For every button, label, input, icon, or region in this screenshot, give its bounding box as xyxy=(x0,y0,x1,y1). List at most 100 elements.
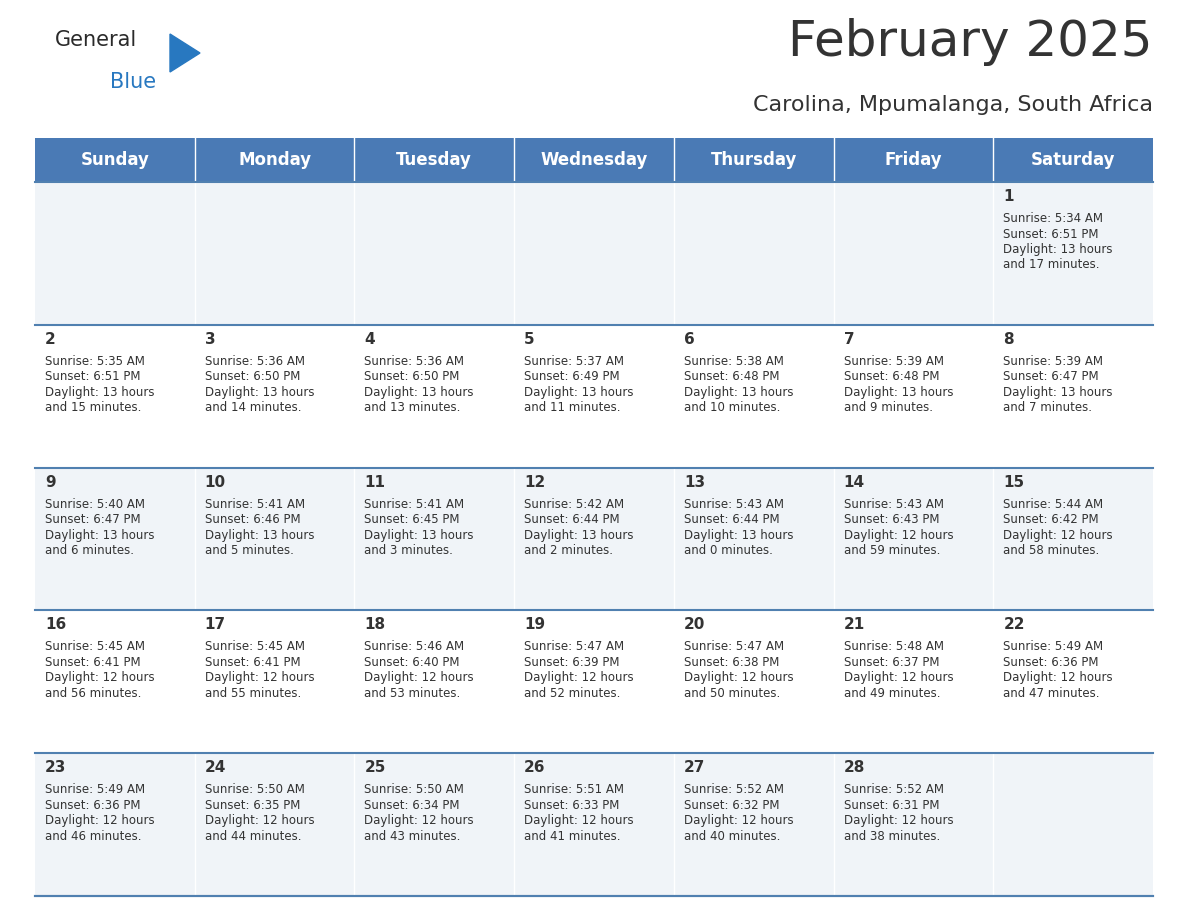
Text: Sunrise: 5:49 AM: Sunrise: 5:49 AM xyxy=(45,783,145,796)
Text: Daylight: 13 hours: Daylight: 13 hours xyxy=(204,529,314,542)
Text: 7: 7 xyxy=(843,331,854,347)
Text: and 59 minutes.: and 59 minutes. xyxy=(843,544,940,557)
Text: 11: 11 xyxy=(365,475,385,489)
Text: Friday: Friday xyxy=(885,151,942,169)
Text: Daylight: 13 hours: Daylight: 13 hours xyxy=(1004,243,1113,256)
Text: and 3 minutes.: and 3 minutes. xyxy=(365,544,454,557)
Text: 1: 1 xyxy=(1004,189,1013,204)
Text: Sunset: 6:41 PM: Sunset: 6:41 PM xyxy=(204,655,301,669)
Text: Sunset: 6:45 PM: Sunset: 6:45 PM xyxy=(365,513,460,526)
Bar xyxy=(834,325,993,467)
Text: Sunset: 6:42 PM: Sunset: 6:42 PM xyxy=(1004,513,1099,526)
Text: Wednesday: Wednesday xyxy=(541,151,647,169)
Text: Daylight: 12 hours: Daylight: 12 hours xyxy=(365,814,474,827)
Bar xyxy=(993,182,1154,325)
Text: Thursday: Thursday xyxy=(710,151,797,169)
Text: 4: 4 xyxy=(365,331,375,347)
Text: Sunrise: 5:43 AM: Sunrise: 5:43 AM xyxy=(684,498,784,510)
Text: Sunset: 6:51 PM: Sunset: 6:51 PM xyxy=(45,370,140,384)
Text: 5: 5 xyxy=(524,331,535,347)
Text: 2: 2 xyxy=(45,331,56,347)
Text: Daylight: 13 hours: Daylight: 13 hours xyxy=(843,386,953,398)
Text: and 50 minutes.: and 50 minutes. xyxy=(684,687,781,700)
Text: Sunset: 6:51 PM: Sunset: 6:51 PM xyxy=(1004,228,1099,241)
Text: and 46 minutes.: and 46 minutes. xyxy=(45,830,141,843)
Text: Sunset: 6:39 PM: Sunset: 6:39 PM xyxy=(524,655,620,669)
Text: 17: 17 xyxy=(204,618,226,633)
Bar xyxy=(195,467,354,610)
Text: Sunrise: 5:43 AM: Sunrise: 5:43 AM xyxy=(843,498,943,510)
Text: Sunrise: 5:41 AM: Sunrise: 5:41 AM xyxy=(204,498,305,510)
Text: and 2 minutes.: and 2 minutes. xyxy=(524,544,613,557)
Text: Daylight: 13 hours: Daylight: 13 hours xyxy=(1004,386,1113,398)
Text: Daylight: 12 hours: Daylight: 12 hours xyxy=(843,814,953,827)
Text: Sunset: 6:50 PM: Sunset: 6:50 PM xyxy=(365,370,460,384)
Bar xyxy=(34,610,195,753)
Text: Daylight: 13 hours: Daylight: 13 hours xyxy=(524,529,633,542)
Text: Sunrise: 5:36 AM: Sunrise: 5:36 AM xyxy=(204,354,304,368)
Text: Daylight: 13 hours: Daylight: 13 hours xyxy=(204,386,314,398)
Bar xyxy=(993,610,1154,753)
Text: Daylight: 12 hours: Daylight: 12 hours xyxy=(843,529,953,542)
Text: Sunset: 6:47 PM: Sunset: 6:47 PM xyxy=(45,513,140,526)
Text: and 56 minutes.: and 56 minutes. xyxy=(45,687,141,700)
Bar xyxy=(195,325,354,467)
Text: Daylight: 12 hours: Daylight: 12 hours xyxy=(1004,671,1113,685)
Text: 12: 12 xyxy=(524,475,545,489)
Text: Sunrise: 5:40 AM: Sunrise: 5:40 AM xyxy=(45,498,145,510)
Text: Daylight: 12 hours: Daylight: 12 hours xyxy=(204,814,315,827)
Text: Daylight: 12 hours: Daylight: 12 hours xyxy=(524,671,633,685)
Text: Sunrise: 5:41 AM: Sunrise: 5:41 AM xyxy=(365,498,465,510)
Text: Sunset: 6:49 PM: Sunset: 6:49 PM xyxy=(524,370,620,384)
Text: Sunset: 6:44 PM: Sunset: 6:44 PM xyxy=(524,513,620,526)
Text: Daylight: 13 hours: Daylight: 13 hours xyxy=(524,386,633,398)
Text: and 49 minutes.: and 49 minutes. xyxy=(843,687,940,700)
Text: Sunset: 6:36 PM: Sunset: 6:36 PM xyxy=(45,799,140,812)
Text: Sunset: 6:37 PM: Sunset: 6:37 PM xyxy=(843,655,939,669)
Text: Sunrise: 5:39 AM: Sunrise: 5:39 AM xyxy=(843,354,943,368)
Text: and 53 minutes.: and 53 minutes. xyxy=(365,687,461,700)
Text: Saturday: Saturday xyxy=(1031,151,1116,169)
Text: Sunset: 6:33 PM: Sunset: 6:33 PM xyxy=(524,799,619,812)
Text: 3: 3 xyxy=(204,331,215,347)
Text: Sunrise: 5:42 AM: Sunrise: 5:42 AM xyxy=(524,498,624,510)
Text: Sunrise: 5:52 AM: Sunrise: 5:52 AM xyxy=(843,783,943,796)
Text: Sunset: 6:36 PM: Sunset: 6:36 PM xyxy=(1004,655,1099,669)
Text: Sunrise: 5:52 AM: Sunrise: 5:52 AM xyxy=(684,783,784,796)
Text: and 6 minutes.: and 6 minutes. xyxy=(45,544,134,557)
Text: Sunday: Sunday xyxy=(81,151,150,169)
Text: 27: 27 xyxy=(684,760,706,775)
Text: Sunrise: 5:50 AM: Sunrise: 5:50 AM xyxy=(204,783,304,796)
Text: Sunset: 6:46 PM: Sunset: 6:46 PM xyxy=(204,513,301,526)
Text: Daylight: 13 hours: Daylight: 13 hours xyxy=(45,386,154,398)
Text: Sunset: 6:38 PM: Sunset: 6:38 PM xyxy=(684,655,779,669)
Bar xyxy=(674,182,834,325)
Text: and 0 minutes.: and 0 minutes. xyxy=(684,544,772,557)
Bar xyxy=(674,467,834,610)
Bar xyxy=(354,610,514,753)
Text: Sunset: 6:48 PM: Sunset: 6:48 PM xyxy=(684,370,779,384)
Text: Daylight: 12 hours: Daylight: 12 hours xyxy=(45,814,154,827)
Text: 28: 28 xyxy=(843,760,865,775)
Text: 14: 14 xyxy=(843,475,865,489)
Bar xyxy=(993,753,1154,896)
Text: and 38 minutes.: and 38 minutes. xyxy=(843,830,940,843)
Text: Sunrise: 5:50 AM: Sunrise: 5:50 AM xyxy=(365,783,465,796)
Text: and 15 minutes.: and 15 minutes. xyxy=(45,401,141,414)
Text: 22: 22 xyxy=(1004,618,1025,633)
Bar xyxy=(514,325,674,467)
Bar xyxy=(354,138,514,182)
Text: and 41 minutes.: and 41 minutes. xyxy=(524,830,620,843)
Text: Daylight: 12 hours: Daylight: 12 hours xyxy=(843,671,953,685)
Text: and 40 minutes.: and 40 minutes. xyxy=(684,830,781,843)
Bar xyxy=(834,753,993,896)
Text: 6: 6 xyxy=(684,331,695,347)
Text: Sunrise: 5:38 AM: Sunrise: 5:38 AM xyxy=(684,354,784,368)
Bar xyxy=(354,325,514,467)
Bar xyxy=(674,138,834,182)
Text: and 9 minutes.: and 9 minutes. xyxy=(843,401,933,414)
Text: Tuesday: Tuesday xyxy=(397,151,472,169)
Text: and 17 minutes.: and 17 minutes. xyxy=(1004,259,1100,272)
Bar xyxy=(993,138,1154,182)
Text: and 44 minutes.: and 44 minutes. xyxy=(204,830,302,843)
